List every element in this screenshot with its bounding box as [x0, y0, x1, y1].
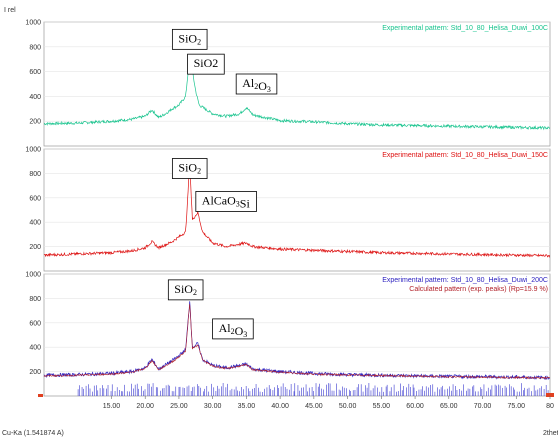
- x-tick-label: 80: [546, 403, 554, 410]
- legend-entry: Experimental pattern: Std_10_80_Helisa_D…: [382, 25, 548, 32]
- panel-frame: [43, 148, 551, 272]
- annotation-label: SiO2: [178, 31, 201, 46]
- panel-2: 200 400 600 800 1000 Experimental pattern: St…: [25, 147, 551, 272]
- annotation-label: SiO2: [194, 56, 219, 70]
- y-tick-label: 600: [29, 195, 41, 202]
- y-tick-label: 600: [29, 320, 41, 327]
- x-tick-label: 20.00: [136, 403, 154, 410]
- x-axis-label: 2theta: [543, 430, 558, 437]
- y-tick-label: 400: [29, 345, 41, 352]
- annotation-box: [187, 53, 225, 75]
- panel-frame: [43, 273, 551, 397]
- x-tick-label: 55.00: [373, 403, 391, 410]
- x-tick-label: 65.00: [440, 403, 458, 410]
- wavelength-label: Cu-Ka (1.541874 A): [2, 430, 64, 437]
- y-tick-label: 400: [29, 94, 41, 101]
- y-tick-label: 200: [29, 369, 41, 376]
- series-line-3-2: [43, 304, 550, 380]
- y-tick-label: 200: [29, 244, 41, 251]
- x-tick-label: 15.00: [103, 403, 121, 410]
- y-tick-label: 800: [29, 44, 41, 51]
- annotation-label: SiO2: [178, 160, 201, 175]
- x-tick-label: 75.00: [508, 403, 526, 410]
- range-marker-right: [546, 393, 554, 397]
- x-axis: 15.00 20.00 25.00 30.00 35.00 40.00 45.00 50.00…: [103, 396, 554, 410]
- reference-lines-strip: [38, 383, 554, 397]
- annotation-box: [195, 191, 257, 212]
- x-tick-label: 50.00: [339, 403, 357, 410]
- y-tick-label: 600: [29, 69, 41, 76]
- y-tick-label: 800: [29, 296, 41, 303]
- annotation-box: [167, 279, 204, 301]
- panels: 200 400 600 800 1000 Experimental pattern: St…: [25, 20, 554, 410]
- panel-1: 200 400 600 800 1000 Experimental pattern: St…: [25, 20, 551, 147]
- x-tick-label: 40.00: [271, 403, 289, 410]
- annotation-box: [171, 28, 208, 50]
- y-tick-label: 1000: [25, 147, 41, 154]
- x-tick-label: 35.00: [238, 403, 256, 410]
- y-tick-label: 1000: [25, 272, 41, 279]
- series-line-1-1: [43, 54, 551, 131]
- legend-entry: Experimental pattern: Std_10_80_Helisa_D…: [382, 152, 548, 159]
- x-tick-label: 45.00: [305, 403, 323, 410]
- series-line-2-1: [43, 162, 551, 258]
- annotation-box: [171, 158, 208, 179]
- annotation-box: [235, 73, 278, 95]
- y-tick-label: 400: [29, 220, 41, 227]
- annotation-label: SiO2: [174, 282, 197, 297]
- range-marker-left: [38, 394, 43, 397]
- x-tick-label: 25.00: [170, 403, 188, 410]
- x-tick-label: 70.00: [474, 403, 492, 410]
- annotation-label: Al2O3: [242, 76, 271, 94]
- annotation-label: Al2O3: [219, 321, 248, 339]
- y-tick-label: 200: [29, 119, 41, 126]
- x-tick-label: 30.00: [204, 403, 222, 410]
- legend-entry: Calculated pattern (exp. peaks) (Rp=15.9…: [409, 286, 548, 293]
- annotation-box: [212, 318, 254, 340]
- legend-entry: Experimental pattern: Std_10_80_Helisa_D…: [382, 277, 548, 284]
- y-tick-label: 1000: [25, 20, 41, 27]
- y-tick-label: 800: [29, 171, 41, 178]
- annotation-label: AlCaO3Si: [202, 193, 251, 210]
- panel-3: 200 400 600 800 1000 Experimental pattern: St…: [25, 272, 551, 397]
- y-axis-label: I rel: [4, 7, 16, 14]
- x-tick-label: 60.00: [406, 403, 424, 410]
